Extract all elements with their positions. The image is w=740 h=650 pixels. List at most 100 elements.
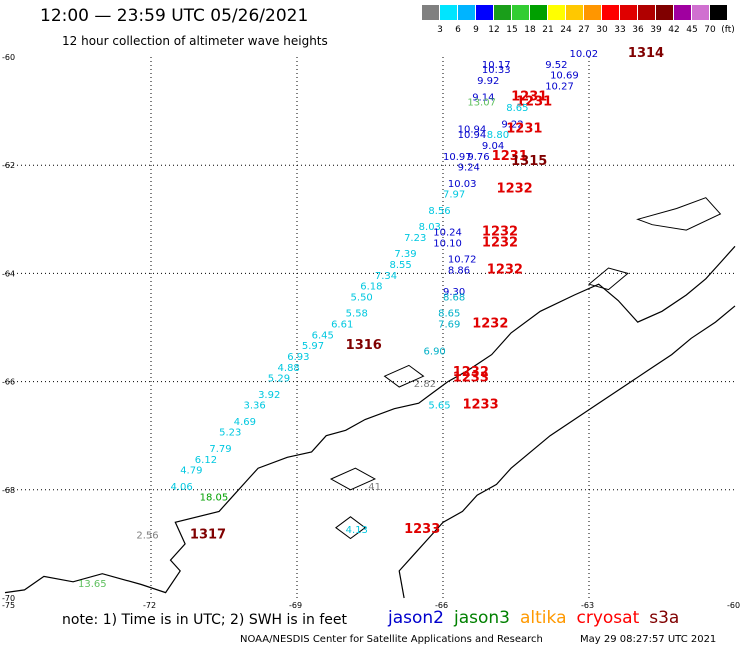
wave-height-label: 1232: [482, 225, 518, 240]
wave-height-label: 9.92: [477, 76, 499, 87]
wave-height-label: 5.29: [268, 374, 290, 385]
legend-swatch: [620, 5, 637, 20]
legend-swatch: [530, 5, 547, 20]
legend-swatch: [692, 5, 709, 20]
wave-height-label: 1231: [516, 95, 552, 110]
legend-swatch: [710, 5, 727, 20]
wave-height-label: 4.69: [234, 417, 256, 428]
wave-height-label: 7.34: [375, 271, 397, 282]
wave-height-label: 3.36: [243, 401, 265, 412]
wave-height-label: 5.58: [346, 309, 368, 320]
wave-height-label: 1232: [472, 317, 508, 332]
lat-tick-label: -64: [2, 269, 15, 278]
wave-height-label: 10.17: [482, 60, 511, 71]
satellite-name: s3a: [649, 608, 680, 628]
satellite-name: jason3: [454, 608, 510, 628]
legend-label: 6: [455, 25, 461, 35]
wave-height-label: 8.86: [448, 265, 470, 276]
wave-height-label: 10.72: [448, 255, 477, 266]
legend-label: 9: [473, 25, 479, 35]
wave-height-label: 1233: [453, 371, 489, 386]
coastline-east: [398, 305, 736, 599]
wave-height-label: 10.97: [443, 152, 472, 163]
wave-height-label: 6.93: [287, 352, 309, 363]
lon-tick-label: -75: [2, 601, 15, 610]
wave-height-label: 1232: [487, 262, 523, 277]
wave-height-label: 10.27: [545, 81, 574, 92]
lat-tick-label: -68: [2, 486, 15, 495]
wave-height-label: 9.14: [472, 92, 494, 103]
wave-height-label: 1231: [506, 122, 542, 137]
legend-swatch: [458, 5, 475, 20]
wave-height-label: 4.88: [278, 363, 300, 374]
wave-height-label: 13.07: [467, 98, 496, 109]
wave-height-label: 13.65: [78, 579, 107, 590]
wave-height-label: 8.68: [443, 292, 465, 303]
wave-height-label: 2.82: [414, 379, 436, 390]
legend-swatch: [584, 5, 601, 20]
legend-label: 45: [686, 25, 698, 35]
wave-height-label: 10.10: [433, 238, 462, 249]
legend-label: 24: [560, 25, 572, 35]
legend-label: 21: [542, 25, 554, 35]
wave-height-label: 9.76: [467, 152, 489, 163]
legend-label: 15: [506, 25, 518, 35]
wave-height-label: 7.39: [394, 249, 416, 260]
map-title: 12:00 — 23:59 UTC 05/26/2021: [40, 6, 309, 26]
lon-tick-label: -72: [143, 601, 156, 610]
wave-height-label: 7.97: [443, 190, 465, 201]
wave-height-label: 4.13: [346, 525, 368, 536]
wave-height-label: 2.56: [136, 530, 158, 541]
legend-label: 42: [668, 25, 680, 35]
wave-height-label: 1314: [628, 46, 664, 61]
satellite-name: jason2: [388, 608, 444, 628]
wave-height-label: 1231: [492, 149, 528, 164]
lat-tick-label: -70: [2, 594, 15, 603]
lon-tick-label: -69: [289, 601, 302, 610]
lon-tick-label: -63: [581, 601, 594, 610]
wave-height-label: 4.06: [170, 482, 192, 493]
wave-height-label: 6.12: [195, 455, 217, 466]
wave-height-label: 7.23: [404, 233, 426, 244]
wave-height-label: 1232: [482, 235, 518, 250]
wave-height-label: 1231: [511, 89, 547, 104]
wave-height-label: 6.90: [424, 347, 446, 358]
wave-height-label: 10.33: [482, 65, 511, 76]
wave-height-label: 10.94: [458, 125, 487, 136]
legend-label: 33: [614, 25, 626, 35]
wave-height-label: 1233: [404, 522, 440, 537]
wave-height-label: 1233: [462, 398, 498, 413]
wave-height-label: .41: [365, 482, 381, 493]
satellite-legend: jason2 jason3 altika cryosat s3a: [388, 608, 689, 628]
wave-height-label: 1232: [453, 365, 489, 380]
island: [383, 364, 425, 388]
wave-height-label: 8.65: [438, 309, 460, 320]
wave-height-label: 6.61: [331, 320, 353, 331]
wave-height-label: 8.56: [428, 206, 450, 217]
wave-height-label: 10.03: [448, 179, 477, 190]
legend-swatch: [476, 5, 493, 20]
wave-height-label: 8.55: [389, 260, 411, 271]
wave-height-label: 6.45: [312, 330, 334, 341]
legend-label: 27: [578, 25, 590, 35]
legend-swatch: [674, 5, 691, 20]
wave-height-label: 5.50: [351, 292, 373, 303]
legend-label: 12: [488, 25, 500, 35]
wave-height-label: 1315: [511, 154, 547, 169]
wave-height-label: 8.03: [419, 222, 441, 233]
satellite-name: altika: [520, 608, 567, 628]
island: [335, 516, 366, 540]
coastline: [4, 245, 736, 594]
footer-note: note: 1) Time is in UTC; 2) SWH is in fe…: [62, 612, 348, 628]
legend-swatch: [638, 5, 655, 20]
legend-swatch: [602, 5, 619, 20]
lon-tick-label: -60: [727, 601, 740, 610]
legend-swatch: [494, 5, 511, 20]
wave-height-label: 1316: [346, 338, 382, 353]
island: [587, 267, 629, 291]
wave-height-label: 9.04: [482, 141, 504, 152]
wave-height-label: 10.94: [458, 130, 487, 141]
wave-height-label: 7.79: [209, 444, 231, 455]
wave-height-label: 4.79: [180, 466, 202, 477]
